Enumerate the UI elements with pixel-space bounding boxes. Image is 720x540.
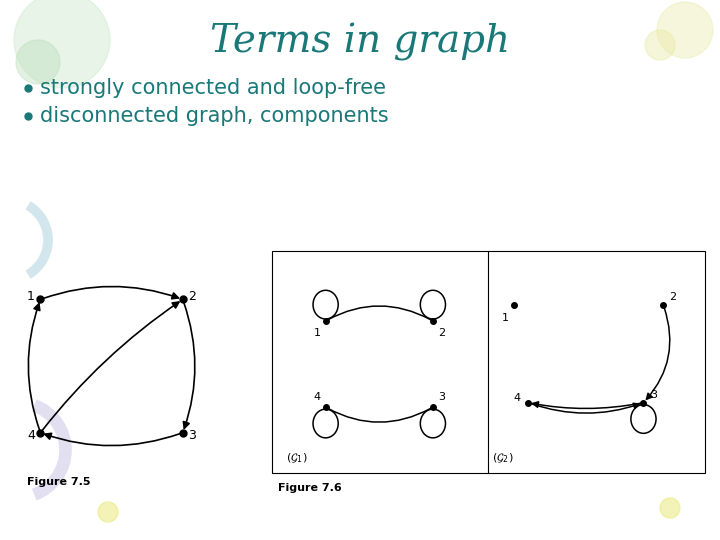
Circle shape	[16, 40, 60, 84]
Circle shape	[645, 30, 675, 60]
Text: Figure 7.5: Figure 7.5	[27, 477, 91, 488]
Text: Terms in graph: Terms in graph	[210, 23, 510, 61]
Text: 4: 4	[27, 429, 35, 442]
Text: disconnected graph, components: disconnected graph, components	[40, 106, 389, 126]
Text: 1: 1	[27, 290, 35, 303]
Circle shape	[657, 2, 713, 58]
Text: 4: 4	[313, 392, 320, 402]
Text: 2: 2	[669, 292, 676, 302]
Text: 2: 2	[438, 328, 446, 339]
Text: 4: 4	[514, 393, 521, 403]
Text: 1: 1	[502, 313, 509, 322]
Text: 3: 3	[438, 392, 446, 402]
Circle shape	[14, 0, 110, 88]
Circle shape	[660, 498, 680, 518]
Text: 3: 3	[650, 390, 657, 400]
Text: Figure 7.6: Figure 7.6	[278, 483, 342, 493]
Text: strongly connected and loop-free: strongly connected and loop-free	[40, 78, 386, 98]
Circle shape	[98, 502, 118, 522]
Text: 3: 3	[188, 429, 196, 442]
Text: 2: 2	[188, 290, 196, 303]
Text: $(\mathcal{G}_2)$: $(\mathcal{G}_2)$	[492, 451, 514, 465]
Text: 1: 1	[314, 328, 321, 339]
Text: $(\mathcal{G}_1)$: $(\mathcal{G}_1)$	[286, 451, 307, 465]
